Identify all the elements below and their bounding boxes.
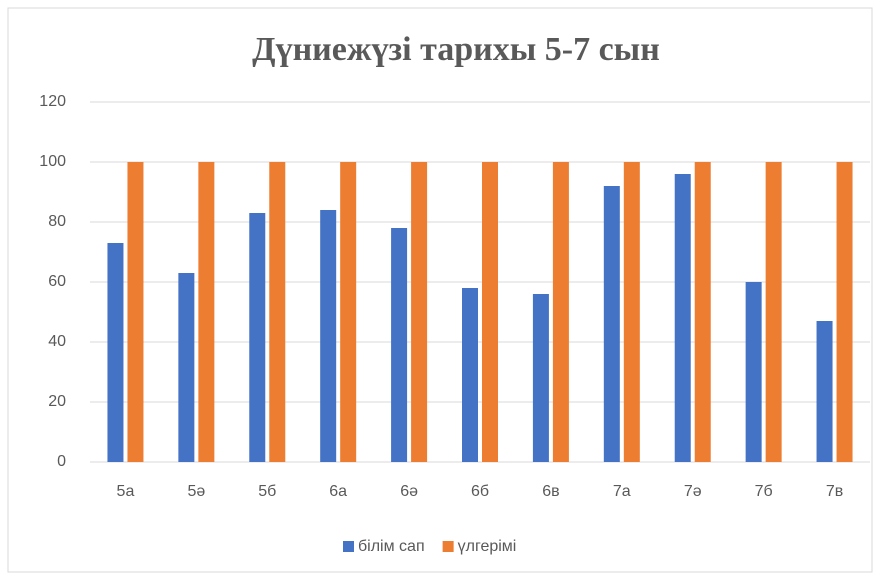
y-tick-label: 40 [48, 333, 66, 350]
legend-swatch [343, 541, 354, 552]
bar [127, 162, 144, 462]
x-tick-label: 5а [117, 483, 135, 500]
x-tick-label: 7в [826, 483, 843, 500]
bar [178, 273, 195, 462]
y-tick-label: 0 [57, 453, 66, 470]
bar [249, 213, 266, 462]
bar [836, 162, 853, 462]
y-tick-label: 100 [39, 153, 66, 170]
bar [745, 282, 762, 462]
chart-title: Дүниежүзі тарихы 5-7 сын [252, 31, 660, 68]
bar [482, 162, 498, 462]
x-tick-label: 7а [613, 483, 631, 500]
legend-label: білім сап [358, 538, 425, 555]
x-tick-label: 7б [755, 483, 773, 500]
bar [532, 294, 549, 462]
bar [765, 162, 782, 462]
bar [674, 174, 691, 462]
x-tick-label: 7ә [684, 483, 702, 500]
bar [623, 162, 640, 462]
bar [462, 288, 478, 462]
bar [411, 162, 428, 462]
x-tick-label: 6а [329, 483, 347, 500]
bar [198, 162, 215, 462]
bar [603, 186, 620, 462]
x-tick-label: 6в [542, 483, 559, 500]
bar [552, 162, 569, 462]
bar [107, 243, 124, 462]
bar [391, 228, 408, 462]
x-tick-label: 6ә [400, 483, 418, 500]
legend-label: үлгерімі [458, 538, 517, 555]
bar [340, 162, 357, 462]
x-tick-label: 5ә [187, 483, 205, 500]
y-tick-label: 20 [48, 393, 66, 410]
bar [694, 162, 711, 462]
y-tick-label: 60 [48, 273, 66, 290]
legend-swatch [442, 541, 454, 552]
x-tick-label: 6б [471, 483, 489, 500]
bar [816, 321, 833, 462]
bar [269, 162, 286, 462]
bar [320, 210, 337, 462]
y-tick-label: 120 [39, 93, 66, 110]
y-tick-label: 80 [48, 213, 66, 230]
x-tick-label: 5б [258, 483, 276, 500]
